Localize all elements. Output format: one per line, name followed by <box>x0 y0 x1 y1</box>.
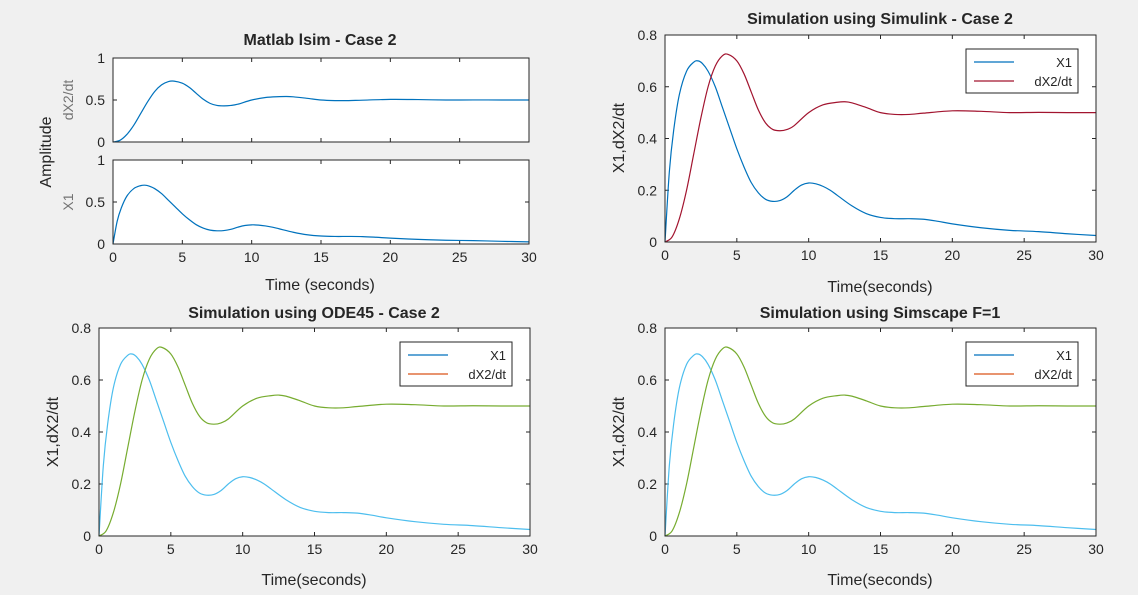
x-tick-label: 15 <box>313 249 329 265</box>
x-tick-label: 25 <box>450 541 466 557</box>
y-tick-label: 0 <box>649 528 657 544</box>
y-tick-label: 0.2 <box>638 476 658 492</box>
chart-title: Simulation using ODE45 - Case 2 <box>188 305 440 322</box>
x-tick-label: 10 <box>801 247 817 263</box>
axes: 0 5 10 15 20 25 30 0 0.2 0.4 0.6 0.8 X1 dX2/dt <box>638 27 1104 263</box>
x-tick-label: 20 <box>383 249 399 265</box>
legend-label: X1 <box>490 348 506 363</box>
x-axis-label: Time(seconds) <box>261 572 366 589</box>
y-tick-label: 0.4 <box>638 131 658 147</box>
y-tick-label: 0 <box>97 236 105 252</box>
y-tick-label: 0.8 <box>72 320 92 336</box>
x-tick-label: 30 <box>521 249 537 265</box>
axes-box <box>112 159 530 245</box>
chart-simulink: Simulation using Simulink - Case 2 0 5 10 1… <box>611 11 1104 296</box>
chart-title: Simulation using Simulink - Case 2 <box>747 11 1013 28</box>
chart-lsim: Matlab lsim - Case 2 00.51 dX2/dt 0 5 10 15… <box>38 32 537 294</box>
legend-label: dX2/dt <box>1034 367 1072 382</box>
x-tick-label: 5 <box>167 541 175 557</box>
chart-simscape: Simulation using Simscape F=1 0 5 10 15 20 25… <box>611 305 1104 589</box>
series-line <box>112 80 530 143</box>
series-line-x1 <box>98 353 531 537</box>
y-tick-label: 0.5 <box>86 92 106 108</box>
x-axis-label: Time (seconds) <box>265 277 375 294</box>
x-tick-label: 0 <box>661 247 669 263</box>
chart-title: Simulation using Simscape F=1 <box>760 305 1001 322</box>
x-tick-label: 25 <box>1016 247 1032 263</box>
y-tick-label: 0 <box>649 234 657 250</box>
legend-label: dX2/dt <box>1034 74 1072 89</box>
legend-label: X1 <box>1056 55 1072 70</box>
x-axis-label: Time(seconds) <box>827 572 932 589</box>
x-axis-label: Time(seconds) <box>827 279 932 296</box>
y-tick-label: 0 <box>83 528 91 544</box>
x-tick-label: 20 <box>945 541 961 557</box>
subplot-x1: 0 5 10 15 20 25 30 0 0.5 1 X1 <box>60 152 537 265</box>
x-tick-label: 10 <box>244 249 260 265</box>
x-tick-label: 15 <box>873 247 889 263</box>
x-tick-label: 10 <box>801 541 817 557</box>
legend-label: dX2/dt <box>468 367 506 382</box>
axes: 0 5 10 15 20 25 30 0 0.2 0.4 0.6 0.8 X1 dX2/dt <box>638 320 1104 557</box>
y-tick-label: 0.4 <box>638 424 658 440</box>
x-tick-label: 5 <box>733 247 741 263</box>
x-tick-label: 20 <box>379 541 395 557</box>
y-tick-label: 0 <box>97 134 105 150</box>
x-tick-label: 25 <box>1016 541 1032 557</box>
axes-box <box>98 327 531 537</box>
series-line-x1 <box>664 60 1097 243</box>
y-axis-label: Amplitude <box>38 116 55 187</box>
series-line-dx2dt <box>664 53 1097 243</box>
x-tick-label: 15 <box>873 541 889 557</box>
y-tick-label: 0.2 <box>72 476 92 492</box>
y-tick-label: 0.6 <box>72 372 92 388</box>
series-line-dx2dt <box>664 346 1097 537</box>
y-axis-label: X1 <box>60 193 76 210</box>
x-tick-label: 5 <box>178 249 186 265</box>
series-line-dx2dt <box>98 346 531 537</box>
y-tick-label: 0.8 <box>638 27 658 43</box>
chart-ode45: Simulation using ODE45 - Case 2 0 5 10 15 20… <box>45 305 538 589</box>
x-tick-label: 30 <box>1088 541 1104 557</box>
legend-label: X1 <box>1056 348 1072 363</box>
x-tick-label: 15 <box>307 541 323 557</box>
legend-box <box>965 341 1079 387</box>
x-tick-label: 25 <box>452 249 468 265</box>
series-line-x1 <box>664 353 1097 537</box>
x-tick-label: 30 <box>1088 247 1104 263</box>
y-tick-label: 1 <box>97 152 105 168</box>
y-tick-label: 0.8 <box>638 320 658 336</box>
y-axis-label: dX2/dt <box>60 80 76 121</box>
legend-box <box>399 341 513 387</box>
x-tick-label: 20 <box>945 247 961 263</box>
y-axis-label: X1,dX2/dt <box>611 102 628 173</box>
x-tick-label: 0 <box>109 249 117 265</box>
y-tick-label: 1 <box>97 50 105 66</box>
x-tick-label: 0 <box>661 541 669 557</box>
axes-box <box>112 57 530 143</box>
y-axis-label: X1,dX2/dt <box>611 396 628 467</box>
axes: 0 5 10 15 20 25 30 0 0.2 0.4 0.6 0.8 X1 dX2/dt <box>72 320 538 557</box>
y-tick-label: 0.2 <box>638 182 658 198</box>
y-tick-label: 0.6 <box>638 372 658 388</box>
legend-box <box>965 48 1079 94</box>
y-axis-label: X1,dX2/dt <box>45 396 62 467</box>
x-tick-label: 30 <box>522 541 538 557</box>
x-tick-label: 10 <box>235 541 251 557</box>
series-line <box>112 184 530 245</box>
axes-box <box>664 327 1097 537</box>
x-tick-label: 5 <box>733 541 741 557</box>
subplot-dx2dt: 0 0.5 1 dX2/dt <box>60 50 530 150</box>
plot-area <box>113 160 529 244</box>
y-tick-label: 0.5 <box>86 194 106 210</box>
y-tick-label: 0.6 <box>638 79 658 95</box>
chart-title: Matlab lsim - Case 2 <box>244 32 397 49</box>
x-tick-label: 0 <box>95 541 103 557</box>
axes-box <box>664 34 1097 243</box>
y-tick-label: 0.4 <box>72 424 92 440</box>
